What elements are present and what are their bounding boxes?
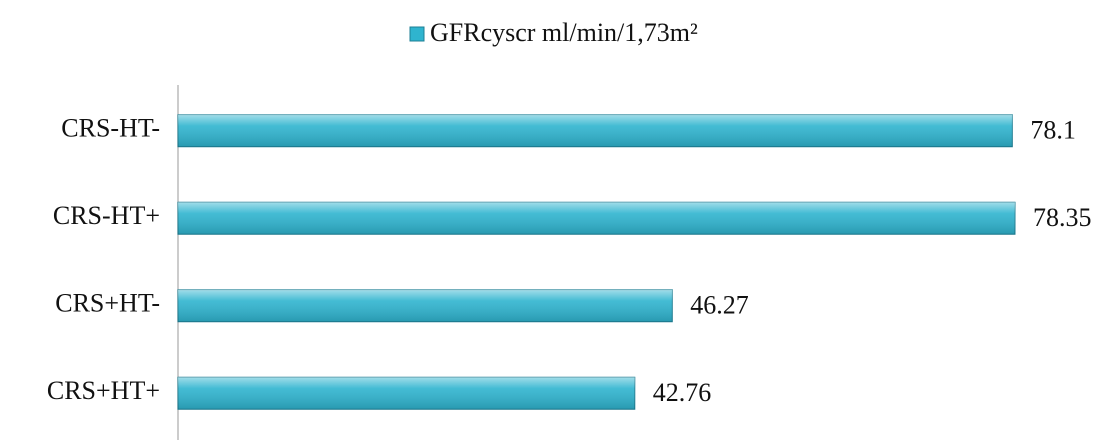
legend-swatch [409,26,425,42]
data-label: 78.35 [1033,203,1092,232]
bar-shine [178,377,635,410]
y-tick-label: CRS-HT+ [53,201,160,230]
y-tick-label: CRS+HT- [55,289,160,318]
legend-label: GFRcyscr ml/min/1,73m² [430,18,698,47]
bar-shine [178,202,1015,235]
y-tick-label: CRS+HT+ [47,376,160,405]
data-label: 42.76 [653,378,712,407]
data-label: 78.1 [1030,116,1076,145]
data-label: 46.27 [690,291,749,320]
y-tick-label: CRS-HT- [61,114,160,143]
bar-shine [178,289,673,322]
bar-shine [178,114,1013,147]
